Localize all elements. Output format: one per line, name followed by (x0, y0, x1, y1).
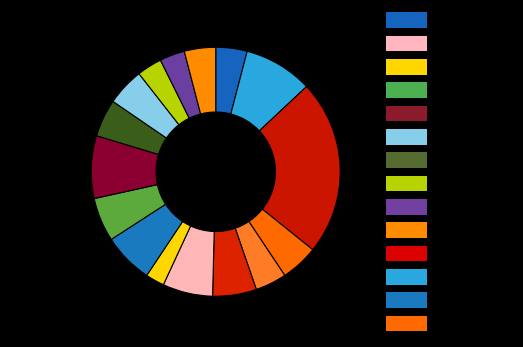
Bar (386, 269, 427, 285)
Wedge shape (94, 185, 166, 239)
Wedge shape (212, 228, 256, 296)
Bar (386, 106, 427, 121)
Wedge shape (249, 209, 313, 276)
Wedge shape (111, 204, 183, 276)
Wedge shape (161, 51, 201, 118)
Bar (386, 129, 427, 144)
Bar (386, 36, 427, 51)
Wedge shape (163, 226, 214, 296)
Wedge shape (184, 47, 216, 114)
Wedge shape (147, 221, 190, 285)
Wedge shape (91, 136, 158, 198)
Bar (386, 293, 427, 308)
Wedge shape (215, 47, 247, 114)
Bar (386, 222, 427, 238)
Bar (386, 59, 427, 75)
Bar (386, 152, 427, 168)
Bar (386, 246, 427, 261)
Wedge shape (231, 51, 306, 131)
Bar (386, 82, 427, 98)
Wedge shape (259, 87, 340, 250)
Bar (386, 176, 427, 191)
Wedge shape (235, 221, 285, 289)
Wedge shape (97, 101, 166, 154)
Wedge shape (139, 60, 189, 125)
Bar (386, 12, 427, 28)
Bar (386, 316, 427, 331)
Wedge shape (113, 74, 179, 138)
Bar (386, 199, 427, 214)
